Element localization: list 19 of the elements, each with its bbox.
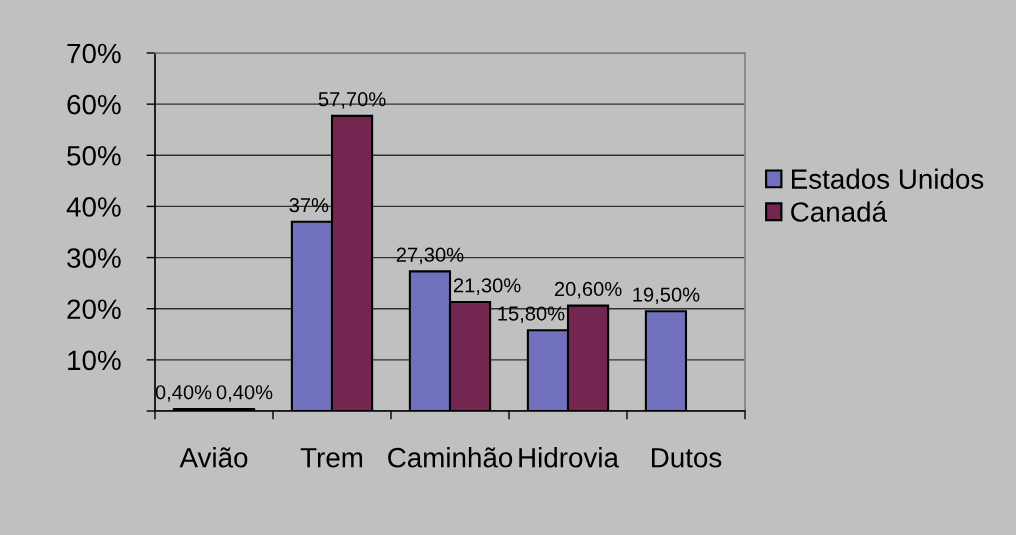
x-tick-label: Trem bbox=[300, 448, 363, 468]
legend-label: Canadá bbox=[791, 201, 888, 222]
y-tick-label: 60% bbox=[67, 94, 121, 115]
data-label: 20,60% bbox=[554, 281, 622, 299]
y-tick-label: 70% bbox=[67, 43, 121, 64]
data-label: 0,40% bbox=[216, 385, 273, 402]
x-tick-label: Hidrovia bbox=[519, 447, 619, 468]
y-tick-label: 50% bbox=[67, 145, 121, 166]
y-tick-label: 30% bbox=[67, 248, 121, 268]
x-tick-label: Dutos bbox=[652, 448, 722, 468]
y-tick-label: 20% bbox=[67, 299, 121, 320]
legend-label: Estados Unidos bbox=[792, 168, 984, 189]
data-label: 19,50% bbox=[633, 287, 700, 305]
y-tick-label: 10% bbox=[68, 350, 121, 371]
data-label: 15,80% bbox=[498, 306, 565, 324]
data-label: 21,30% bbox=[453, 278, 521, 295]
x-tick-label: Caminhão bbox=[388, 447, 513, 468]
y-tick-label: 40% bbox=[66, 197, 121, 217]
x-tick-label: Avião bbox=[179, 447, 248, 468]
